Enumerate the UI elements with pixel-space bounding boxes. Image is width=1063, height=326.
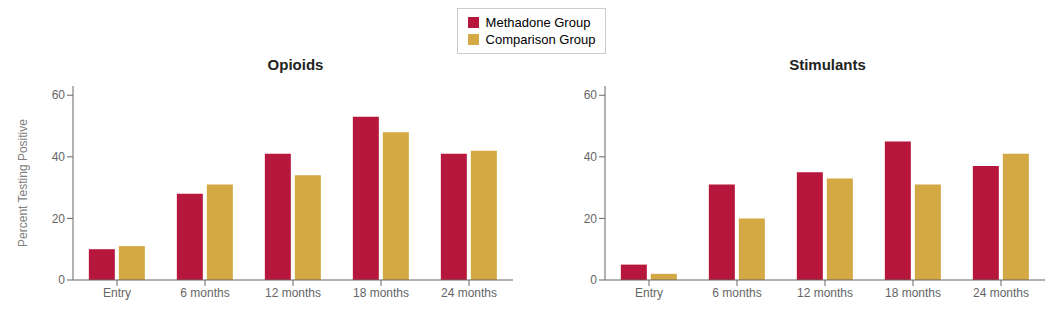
- svg-text:12 months: 12 months: [265, 286, 321, 300]
- svg-text:60: 60: [52, 88, 66, 102]
- svg-text:40: 40: [584, 150, 598, 164]
- svg-text:Percent Testing Positive: Percent Testing Positive: [16, 119, 30, 247]
- svg-text:18 months: 18 months: [353, 286, 409, 300]
- html-text:Methadone Group: Methadone Group: [485, 15, 591, 30]
- svg-text:6 months: 6 months: [712, 286, 761, 300]
- svg-text:Entry: Entry: [103, 286, 131, 300]
- svg-text:20: 20: [52, 212, 66, 226]
- svg-text:60: 60: [584, 88, 598, 102]
- svg-text:12 months: 12 months: [797, 286, 853, 300]
- svg-text:20: 20: [584, 212, 598, 226]
- svg-text:0: 0: [58, 273, 65, 287]
- svg-text:6 months: 6 months: [180, 286, 229, 300]
- svg-text:40: 40: [52, 150, 66, 164]
- html-text:Opioids: Opioids: [267, 56, 324, 73]
- svg-text:0: 0: [590, 273, 597, 287]
- html-text:Comparison Group: Comparison Group: [485, 32, 596, 47]
- svg-text:24 months: 24 months: [441, 286, 497, 300]
- svg-text:24 months: 24 months: [973, 286, 1029, 300]
- html-text:Stimulants: Stimulants: [789, 56, 866, 73]
- svg-text:Entry: Entry: [635, 286, 663, 300]
- svg-text:18 months: 18 months: [885, 286, 941, 300]
